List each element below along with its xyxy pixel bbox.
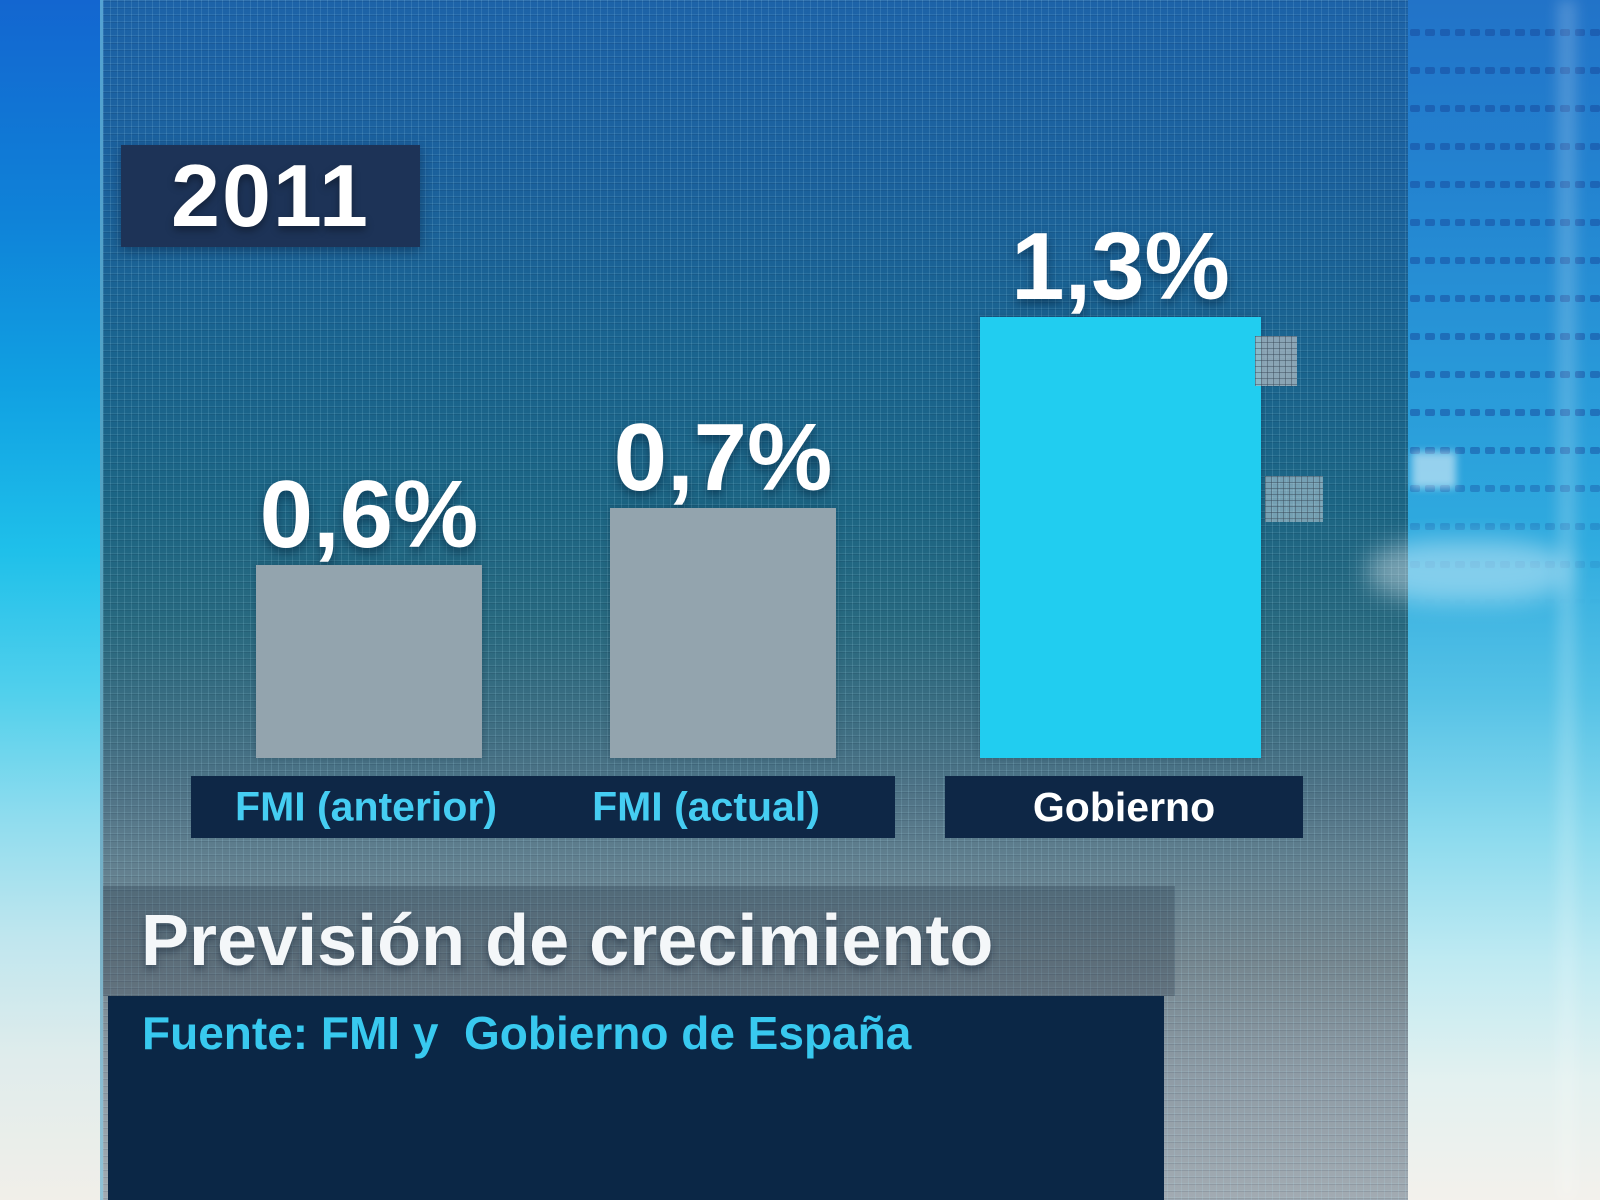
right-gradient-strip: [1368, 0, 1600, 1200]
chart-panel: 2011 0,6% 0,7% 1,3% FMI (anterior) FMI (…: [100, 0, 1411, 1200]
category-band-gobierno: Gobierno: [945, 776, 1303, 838]
chart-title-band: Previsión de crecimiento: [103, 886, 1175, 996]
highlight-streak-vertical: [1558, 0, 1576, 1200]
category-label-fmi-anterior: FMI (anterior): [235, 783, 497, 830]
texture-patch: [1265, 476, 1323, 522]
bar-value-label-fmi-actual: 0,7%: [613, 403, 833, 511]
highlight-streak: [1368, 540, 1568, 602]
left-gradient-strip: [0, 0, 100, 1200]
category-label-fmi-actual: FMI (actual): [592, 783, 820, 830]
year-label: 2011: [171, 146, 370, 245]
dotted-pattern: [1408, 14, 1600, 604]
bar-rect-fmi-anterior: [256, 565, 482, 758]
source-band: Fuente: FMI y Gobierno de España: [108, 996, 1164, 1200]
texture-patch: [1255, 336, 1297, 386]
bar-value-label-fmi-anterior: 0,6%: [259, 460, 479, 568]
category-label-gobierno: Gobierno: [1032, 783, 1216, 830]
bar-rect-fmi-actual: [610, 508, 836, 758]
chart-title: Previsión de crecimiento: [141, 901, 994, 981]
highlight-patch: [1412, 452, 1456, 488]
source-text: Fuente: FMI y Gobierno de España: [142, 1007, 912, 1059]
bar-rect-gobierno: [980, 317, 1261, 758]
category-band-fmi: FMI (anterior) FMI (actual): [191, 776, 895, 838]
year-badge: 2011: [121, 145, 420, 247]
bar-value-label-gobierno: 1,3%: [1011, 212, 1230, 320]
